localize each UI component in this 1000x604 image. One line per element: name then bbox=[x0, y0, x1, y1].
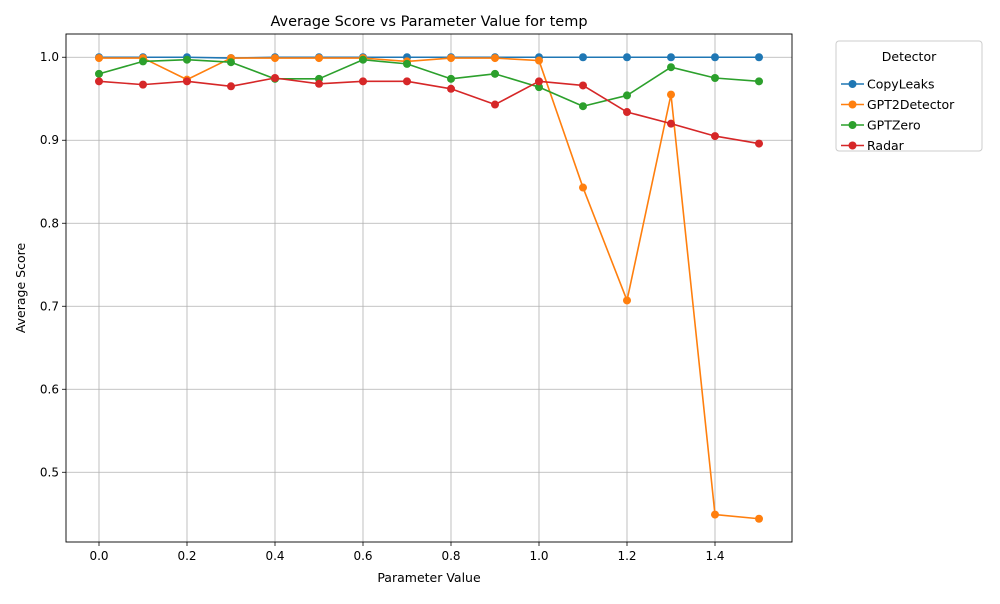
data-point bbox=[579, 81, 587, 90]
series-line bbox=[99, 56, 759, 59]
data-point bbox=[535, 83, 543, 92]
data-point bbox=[183, 77, 191, 86]
data-point bbox=[535, 77, 543, 86]
data-point bbox=[403, 59, 411, 68]
y-tick-label: 1.0 bbox=[40, 50, 59, 64]
data-point bbox=[359, 55, 367, 64]
series-line bbox=[98, 58, 760, 108]
series-radar bbox=[95, 73, 763, 148]
y-tick-label: 0.6 bbox=[40, 382, 59, 396]
data-point bbox=[95, 77, 103, 86]
data-point bbox=[95, 69, 103, 78]
data-point bbox=[315, 54, 323, 63]
series-gptzero bbox=[95, 55, 763, 111]
data-point bbox=[183, 55, 191, 64]
data-point bbox=[403, 77, 411, 86]
y-axis-label: Average Score bbox=[13, 243, 28, 334]
data-point bbox=[623, 53, 631, 62]
data-point bbox=[711, 73, 719, 82]
plot-series bbox=[95, 53, 763, 523]
grid bbox=[66, 34, 792, 542]
legend-label: GPT2Detector bbox=[867, 97, 955, 112]
series-line bbox=[98, 77, 760, 145]
data-point bbox=[667, 119, 675, 128]
data-point bbox=[447, 84, 455, 93]
legend-title: Detector bbox=[882, 49, 937, 64]
data-point bbox=[579, 102, 587, 111]
legend-label: Radar bbox=[867, 138, 905, 153]
legend-entry: Radar bbox=[841, 138, 905, 153]
data-point bbox=[711, 53, 719, 62]
data-point bbox=[623, 296, 631, 305]
data-point bbox=[667, 90, 675, 99]
legend-frame bbox=[835, 40, 983, 152]
x-tick-label: 0.6 bbox=[353, 549, 372, 563]
data-point bbox=[491, 100, 499, 109]
x-tick-label: 0.2 bbox=[177, 549, 196, 563]
data-point bbox=[491, 69, 499, 78]
legend-swatch-marker bbox=[848, 80, 857, 88]
data-point bbox=[623, 91, 631, 100]
y-tick-label: 0.8 bbox=[40, 216, 59, 230]
x-tick-label: 1.4 bbox=[705, 549, 724, 563]
data-point bbox=[359, 77, 367, 86]
y-tick-label: 0.7 bbox=[40, 299, 59, 313]
legend-label: CopyLeaks bbox=[867, 77, 935, 92]
data-point bbox=[271, 54, 279, 63]
series-line bbox=[99, 57, 760, 520]
legend-swatch-marker bbox=[848, 121, 857, 129]
x-tick-label: 0.4 bbox=[265, 549, 284, 563]
data-point bbox=[139, 80, 147, 89]
data-point bbox=[755, 53, 763, 62]
chart-title: Average Score vs Parameter Value for tem… bbox=[270, 14, 587, 30]
legend-label: GPTZero bbox=[867, 118, 921, 133]
data-point bbox=[227, 58, 235, 67]
data-point bbox=[271, 73, 279, 82]
data-point bbox=[227, 82, 235, 91]
plot-area-frame bbox=[65, 33, 793, 543]
data-point bbox=[491, 54, 499, 63]
axis-ticks: 0.0 0.2 0.4 0.6 0.8 1.0 1.2 1.4 0.5 0.6 0.7 0.8 0.9 1… bbox=[40, 50, 725, 563]
x-tick-label: 0.0 bbox=[89, 549, 108, 563]
data-point bbox=[579, 53, 587, 62]
legend-swatch-marker bbox=[848, 141, 857, 150]
data-point bbox=[667, 63, 675, 72]
data-point bbox=[623, 108, 631, 117]
data-point bbox=[447, 74, 455, 83]
data-point bbox=[315, 79, 323, 88]
legend-entry: GPTZero bbox=[841, 118, 921, 133]
data-point bbox=[711, 132, 719, 141]
data-point bbox=[667, 53, 675, 62]
x-tick-label: 1.2 bbox=[617, 549, 636, 563]
y-tick-label: 0.9 bbox=[40, 133, 59, 147]
data-point bbox=[755, 139, 763, 148]
x-tick-label: 0.8 bbox=[441, 549, 460, 563]
x-tick-label: 1.0 bbox=[529, 549, 548, 563]
data-point bbox=[447, 54, 455, 63]
x-axis-label: Parameter Value bbox=[377, 570, 481, 585]
y-tick-label: 0.5 bbox=[40, 465, 59, 479]
data-point bbox=[95, 54, 103, 63]
data-point bbox=[755, 514, 763, 523]
data-point bbox=[755, 77, 763, 86]
data-point bbox=[711, 510, 719, 519]
data-point bbox=[139, 57, 147, 66]
legend-entry: CopyLeaks bbox=[841, 77, 935, 92]
legend: Detector CopyLeaks GPT2Detector GPTZero Rad… bbox=[835, 40, 983, 153]
legend-swatch-marker bbox=[848, 100, 857, 109]
data-point bbox=[579, 183, 587, 192]
legend-items: CopyLeaks GPT2Detector GPTZero Radar bbox=[841, 77, 955, 153]
data-point bbox=[535, 56, 543, 65]
series-gpt2detector bbox=[95, 54, 763, 523]
legend-entry: GPT2Detector bbox=[841, 97, 955, 112]
